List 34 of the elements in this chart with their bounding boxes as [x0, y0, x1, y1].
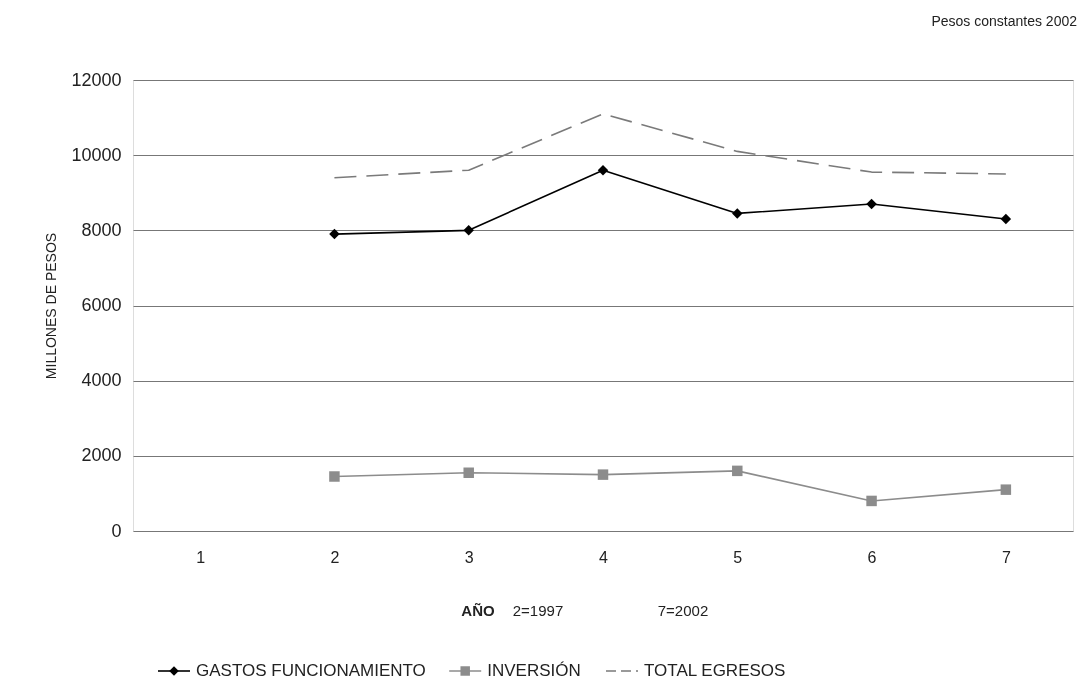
legend-label: TOTAL EGRESOS	[644, 661, 786, 680]
x-tick-label: 4	[599, 548, 609, 566]
point	[866, 495, 877, 507]
point	[597, 164, 609, 176]
y-tick-label: 0	[111, 520, 122, 541]
y-tick-label: 8000	[81, 219, 122, 240]
point	[732, 465, 743, 477]
text: 7=2002	[657, 602, 709, 619]
x-tick-label: 6	[867, 548, 877, 566]
point	[329, 228, 340, 240]
x-tick-label: 1	[196, 548, 206, 566]
point	[329, 471, 340, 482]
point	[597, 469, 609, 480]
y-axis-title: MILLONES DE PESOS	[43, 232, 60, 380]
x-tick-label: 3	[464, 548, 474, 566]
point	[1000, 484, 1012, 495]
point	[463, 467, 474, 478]
y-tick-label: 4000	[81, 370, 122, 391]
y-tick-label: 12000	[71, 69, 122, 90]
legend-label: INVERSIÓN	[487, 661, 581, 680]
text: 2=1997	[512, 602, 564, 619]
point	[732, 208, 743, 219]
y-tick-label: 6000	[81, 295, 122, 315]
point	[866, 198, 877, 210]
x-tick-label: 5	[733, 548, 743, 566]
y-tick-label: 10000	[71, 144, 122, 165]
point	[1000, 213, 1012, 225]
point	[463, 225, 474, 236]
text: Pesos constantes 2002	[931, 13, 1078, 29]
x-axis-title: AÑO	[461, 602, 495, 619]
legend-label: GASTOS FUNCIONAMIENTO	[196, 661, 426, 680]
y-tick-label: 2000	[81, 445, 122, 466]
x-tick-label: 7	[1001, 548, 1011, 566]
x-tick-label: 2	[330, 548, 340, 566]
